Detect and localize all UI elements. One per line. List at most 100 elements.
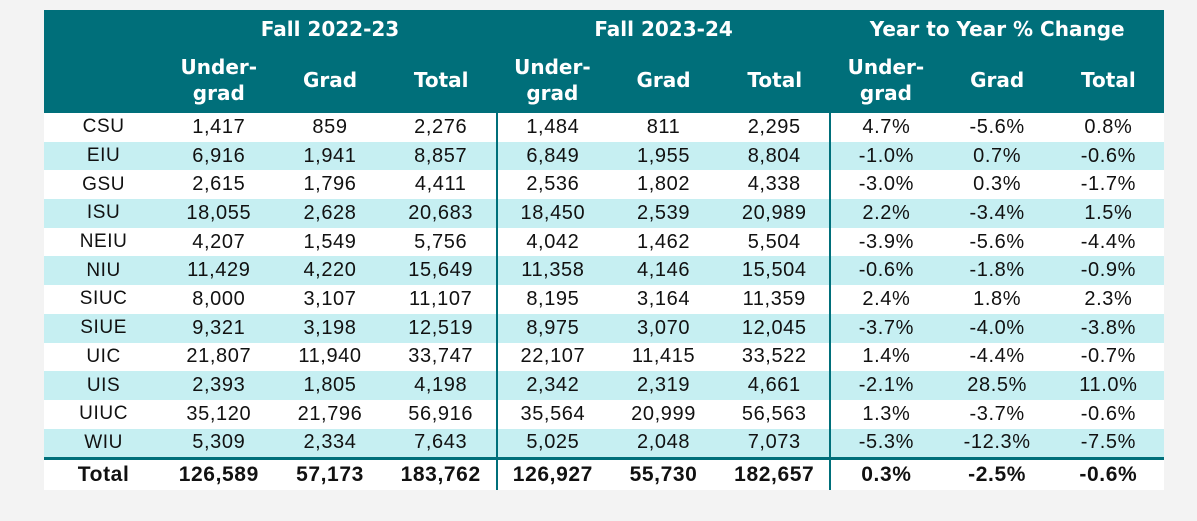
cell-total-2022: 2,276	[385, 113, 497, 142]
cell-undergrad-2023: 2,342	[495, 371, 608, 400]
cell-undergrad-change: -2.1%	[829, 371, 942, 400]
cell-undergrad-change: 1.3%	[829, 399, 942, 429]
cell-undergrad-change: -3.7%	[829, 313, 942, 343]
table-row: SIUE 9,321 3,198 12,519 8,975 3,070 12,045 -3.7…	[44, 313, 1164, 343]
cell-grad-2022: 2,334	[274, 428, 386, 459]
col-header-grad: Grad	[274, 47, 386, 113]
cell-institution: UIUC	[44, 399, 164, 429]
cell-total-2022: 7,643	[385, 428, 497, 459]
column-header-row: Under-grad Grad Total Under-grad Grad To…	[44, 47, 1164, 113]
cell-undergrad-2022: 11,429	[163, 256, 275, 286]
col-header-undergrad-line2: grad	[192, 81, 245, 105]
cell-total-2023: 2,295	[719, 113, 831, 142]
cell-total-change: 1.5%	[1052, 199, 1164, 228]
cell-total-2022: 183,762	[385, 457, 497, 491]
cell-grad-change: -1.8%	[941, 256, 1053, 286]
table-row: UIUC 35,120 21,796 56,916 35,564 20,999 56,563…	[44, 399, 1164, 429]
col-header-grad: Grad	[941, 47, 1053, 113]
cell-grad-2023: 1,462	[607, 227, 720, 257]
cell-total-2022: 4,411	[385, 170, 497, 200]
cell-total-2022: 33,747	[385, 342, 497, 372]
cell-total-2022: 8,857	[385, 141, 497, 171]
cell-undergrad-2023: 22,107	[495, 342, 608, 372]
cell-grad-2023: 2,319	[607, 371, 720, 400]
cell-grad-change: -2.5%	[941, 457, 1053, 491]
col-header-undergrad-line1: Under-	[847, 55, 925, 79]
cell-undergrad-change: -3.0%	[829, 170, 942, 200]
cell-grad-change: 28.5%	[941, 371, 1053, 400]
cell-undergrad-2023: 8,975	[495, 313, 608, 343]
cell-undergrad-change: 2.2%	[829, 199, 942, 228]
col-header-undergrad-line1: Under-	[180, 55, 258, 79]
col-header-total: Total	[1052, 47, 1164, 113]
table-row: SIUC 8,000 3,107 11,107 8,195 3,164 11,359 2.4%…	[44, 285, 1164, 314]
table-row: CSU 1,417 859 2,276 1,484 811 2,295 4.7% -5.6% 0.…	[44, 113, 1164, 142]
cell-undergrad-change: -3.9%	[829, 227, 942, 257]
cell-institution: SIUE	[44, 313, 164, 343]
cell-undergrad-2023: 8,195	[495, 285, 608, 314]
cell-undergrad-change: 2.4%	[829, 285, 942, 314]
cell-total-change: -0.9%	[1052, 256, 1164, 286]
cell-total-2023: 4,661	[719, 371, 831, 400]
enrollment-table: Fall 2022-23 Fall 2023-24 Year to Year %…	[44, 10, 1164, 491]
cell-institution: EIU	[44, 141, 164, 171]
group-header-fall-2022-23: Fall 2022-23	[163, 10, 497, 47]
col-header-undergrad-line2: grad	[859, 81, 912, 105]
cell-undergrad-change: -0.6%	[829, 256, 942, 286]
cell-total-change: -7.5%	[1052, 428, 1164, 459]
cell-total-change: -1.7%	[1052, 170, 1164, 200]
cell-undergrad-2022: 9,321	[163, 313, 275, 343]
cell-total-change: -0.6%	[1052, 399, 1164, 429]
cell-total-2023: 182,657	[719, 457, 831, 491]
cell-grad-change: -4.4%	[941, 342, 1053, 372]
cell-grad-2023: 3,164	[607, 285, 720, 314]
cell-institution: UIS	[44, 371, 164, 400]
cell-undergrad-change: 0.3%	[829, 457, 942, 491]
cell-total-2023: 15,504	[719, 256, 831, 286]
cell-grad-change: 0.3%	[941, 170, 1053, 200]
cell-institution: SIUC	[44, 285, 164, 314]
table-row: NIU 11,429 4,220 15,649 11,358 4,146 15,504 -0.…	[44, 256, 1164, 286]
cell-undergrad-2022: 2,393	[163, 371, 275, 400]
cell-total-2023: 7,073	[719, 428, 831, 459]
cell-institution: GSU	[44, 170, 164, 200]
table-row: EIU 6,916 1,941 8,857 6,849 1,955 8,804 -1.0% 0.…	[44, 141, 1164, 171]
cell-grad-2022: 1,796	[274, 170, 386, 200]
cell-grad-2023: 2,539	[607, 199, 720, 228]
table-row: WIU 5,309 2,334 7,643 5,025 2,048 7,073 -5.3% -1…	[44, 428, 1164, 459]
cell-grad-change: 0.7%	[941, 141, 1053, 171]
group-header-fall-2023-24: Fall 2023-24	[496, 10, 831, 47]
cell-undergrad-2022: 6,916	[163, 141, 275, 171]
cell-grad-2023: 1,955	[607, 141, 720, 171]
cell-grad-2022: 1,805	[274, 371, 386, 400]
col-header-undergrad: Under-grad	[830, 47, 942, 113]
cell-grad-change: -3.4%	[941, 199, 1053, 228]
cell-undergrad-2023: 35,564	[495, 399, 608, 429]
cell-undergrad-2022: 21,807	[163, 342, 275, 372]
table-row: ISU 18,055 2,628 20,683 18,450 2,539 20,989 2.2…	[44, 199, 1164, 228]
cell-institution: CSU	[44, 113, 164, 142]
cell-total-2023: 33,522	[719, 342, 831, 372]
col-header-undergrad-line2: grad	[526, 81, 579, 105]
cell-total-2022: 4,198	[385, 371, 497, 400]
cell-institution: WIU	[44, 428, 164, 459]
table-row: UIC 21,807 11,940 33,747 22,107 11,415 33,522 1…	[44, 342, 1164, 372]
cell-grad-change: -12.3%	[941, 428, 1053, 459]
header-blank	[44, 47, 164, 113]
cell-undergrad-2023: 4,042	[495, 227, 608, 257]
cell-total-2023: 12,045	[719, 313, 831, 343]
cell-undergrad-2022: 126,589	[163, 457, 275, 491]
cell-grad-2023: 11,415	[607, 342, 720, 372]
total-row: Total 126,589 57,173 183,762 126,927 55,730 18…	[44, 457, 1164, 491]
cell-institution: ISU	[44, 199, 164, 228]
cell-undergrad-change: 4.7%	[829, 113, 942, 142]
table-row: NEIU 4,207 1,549 5,756 4,042 1,462 5,504 -3.9% -…	[44, 227, 1164, 257]
cell-undergrad-2023: 126,927	[495, 457, 608, 491]
cell-undergrad-change: -1.0%	[829, 141, 942, 171]
cell-grad-2022: 57,173	[274, 457, 386, 491]
cell-grad-change: -4.0%	[941, 313, 1053, 343]
cell-grad-2022: 859	[274, 113, 386, 142]
cell-undergrad-change: -5.3%	[829, 428, 942, 459]
col-header-total: Total	[719, 47, 831, 113]
cell-grad-2022: 4,220	[274, 256, 386, 286]
